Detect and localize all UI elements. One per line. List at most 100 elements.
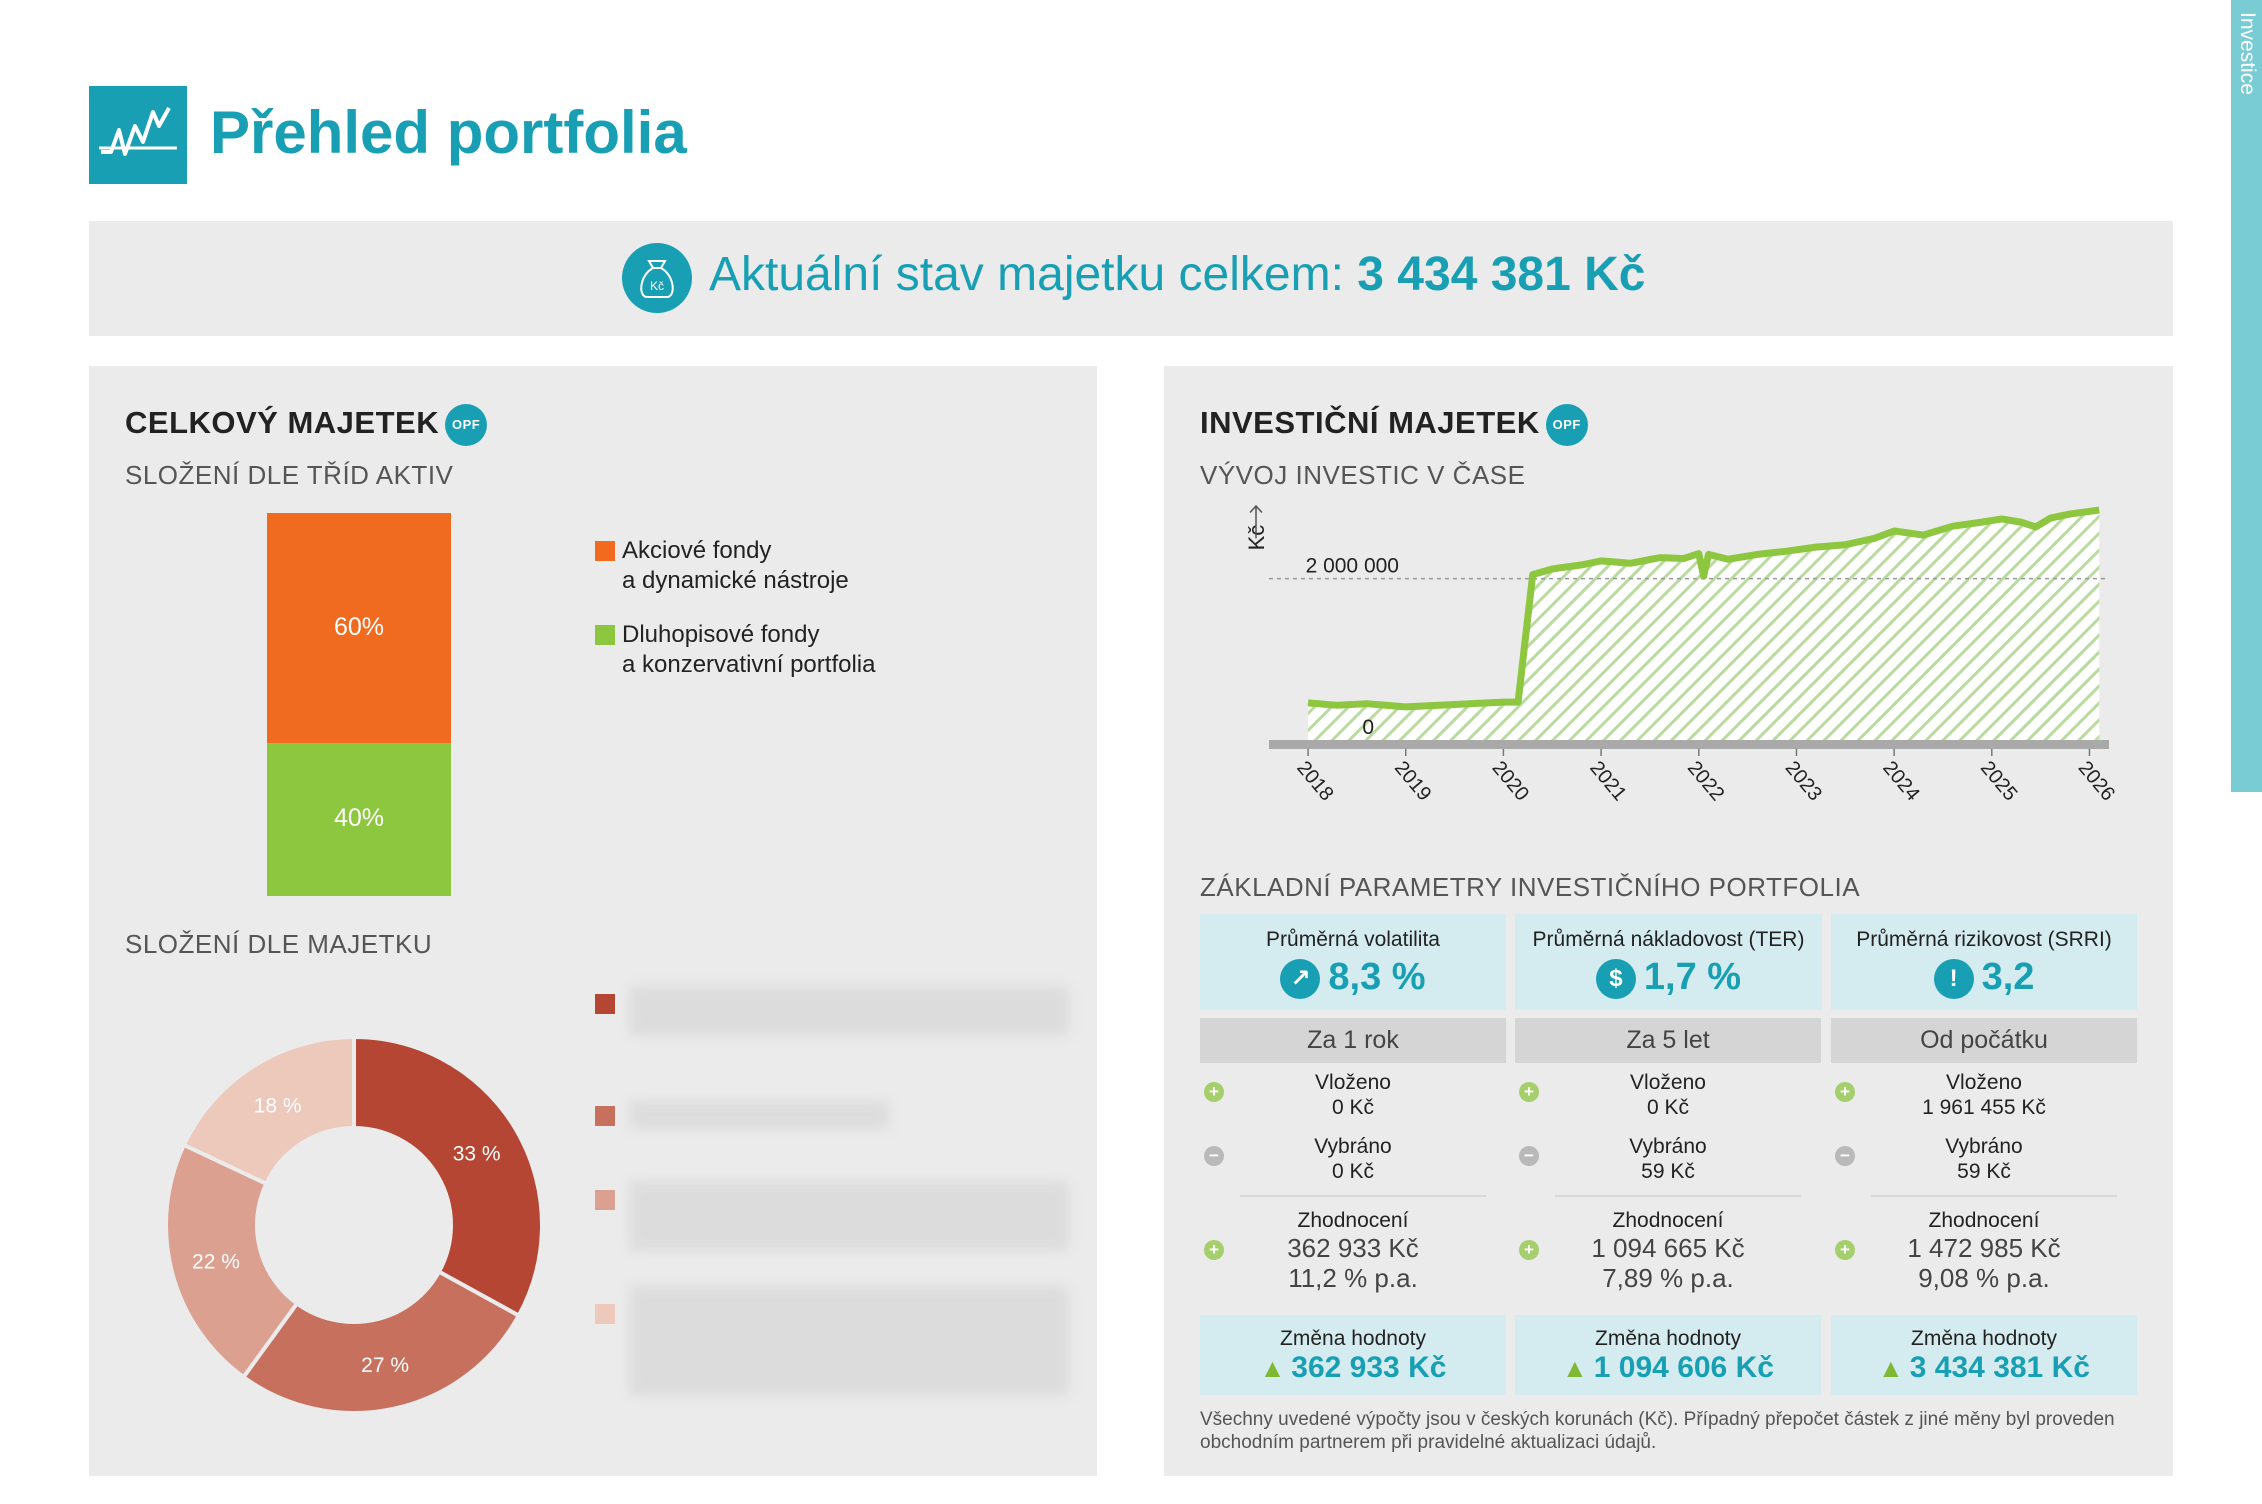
by-asset-title: SLOŽENÍ DLE MAJETKU [125, 929, 433, 959]
side-tab[interactable]: Investice [2231, 0, 2262, 792]
appreciation-value: 1 094 665 Kč [1591, 1233, 1745, 1263]
change-label: Změna hodnoty [1595, 1327, 1741, 1350]
divider [1240, 1195, 1486, 1197]
plus-icon: + [1835, 1082, 1855, 1102]
investment-assets-panel: INVESTIČNÍ MAJETEK OPF VÝVOJ INVESTIC V Č… [1164, 366, 2173, 1476]
logo [89, 86, 187, 184]
bar-segment-equity: 60% [267, 513, 451, 743]
total-assets-title: CELKOVÝ MAJETEK OPF [125, 404, 488, 446]
change-value: ▲ 1 094 606 Kč [1562, 1351, 1774, 1384]
params-title: ZÁKLADNÍ PARAMETRY INVESTIČNÍHO PORTFOLI… [1200, 872, 1861, 902]
donut-slice-label: 33 % [453, 1142, 501, 1165]
legend-label: Akciové fondy [622, 537, 772, 564]
total-assets-title-text: CELKOVÝ MAJETEK [125, 405, 440, 441]
opf-badge[interactable]: OPF [445, 404, 488, 446]
money-bag-icon: Kč [622, 243, 692, 313]
total-label: Aktuální stav majetku celkem: [709, 248, 1344, 301]
change-value: ▲ 362 933 Kč [1259, 1351, 1447, 1384]
redacted-legend-text [629, 1101, 889, 1129]
param-srri: Průměrná rizikovost (SRRI) ! 3,2 [1831, 914, 2137, 1010]
redacted-legend-text [629, 1181, 1069, 1251]
change-value: ▲ 3 434 381 Kč [1878, 1351, 2090, 1384]
deposited-label: Vloženo [1315, 1071, 1391, 1094]
appreciation-pa: 11,2 % p.a. [1288, 1263, 1418, 1293]
total-value: 3 434 381 Kč [1357, 248, 1646, 301]
change-label: Změna hodnoty [1280, 1327, 1426, 1350]
bar-segment-label: 40% [333, 804, 385, 833]
plus-icon: + [1519, 1082, 1539, 1102]
x-tick-label: 2023 [1781, 757, 1826, 805]
withdrawn: Vybráno 0 Kč [1200, 1134, 1506, 1184]
withdrawn: Vybráno 59 Kč [1831, 1134, 2137, 1184]
withdrawn-value: 59 Kč [1641, 1160, 1695, 1183]
param-ter: Průměrná nákladovost (TER) $1,7 % [1515, 914, 1822, 1010]
legend-label: a dynamické nástroje [622, 567, 849, 594]
opf-badge[interactable]: OPF [1545, 404, 1588, 446]
value-change: Změna hodnoty ▲ 3 434 381 Kč [1831, 1315, 2137, 1395]
param-value: ↗ 8,3 % [1200, 956, 1506, 999]
change-label: Změna hodnoty [1911, 1327, 2057, 1350]
donut-slice-label: 27 % [361, 1354, 409, 1377]
appreciation-label: Zhodnocení [1612, 1209, 1724, 1232]
bar-segment-label: 60% [333, 612, 385, 641]
withdrawn-label: Vybráno [1314, 1135, 1392, 1158]
donut-slice-label: 18 % [254, 1095, 302, 1118]
page-title: Přehled portfolia [210, 99, 687, 166]
donut-slice [164, 1142, 300, 1380]
period-header[interactable]: Za 1 rok [1200, 1018, 1506, 1063]
investment-assets-title-text: INVESTIČNÍ MAJETEK [1200, 405, 1540, 441]
minus-icon: − [1519, 1146, 1539, 1166]
coins-icon: $ [1595, 958, 1636, 999]
param-value: $1,7 % [1515, 956, 1822, 999]
volatility-icon: ↗ [1280, 958, 1321, 999]
appreciation-value: 1 472 985 Kč [1907, 1233, 2061, 1263]
arrow-up-icon: ▲ [1878, 1353, 1904, 1383]
donut-legend-swatch [595, 994, 615, 1014]
legend-item-equity: Akciové fondy a dynamické nástroje [622, 536, 849, 596]
appreciation-pa: 9,08 % p.a. [1918, 1263, 2050, 1293]
plus-icon: + [1519, 1240, 1539, 1260]
arrow-up-icon: ▲ [1562, 1353, 1588, 1383]
arrow-up-icon: ▲ [1259, 1353, 1286, 1383]
total-summary: Aktuální stav majetku celkem: 3 434 381 … [709, 247, 1646, 302]
x-tick-label: 2018 [1292, 757, 1337, 805]
deposited-value: 0 Kč [1331, 1096, 1375, 1119]
growth-line [1307, 506, 2100, 711]
deposited: Vloženo 0 Kč [1515, 1070, 1821, 1120]
investment-assets-title: INVESTIČNÍ MAJETEK OPF [1200, 404, 1588, 446]
appreciation-label: Zhodnocení [1297, 1209, 1409, 1232]
appreciation-label: Zhodnocení [1928, 1209, 2040, 1232]
y-tick-label: 0 [1362, 716, 1374, 739]
legend-swatch-equity [595, 541, 615, 561]
withdrawn: Vybráno 59 Kč [1515, 1134, 1821, 1184]
divider [1555, 1195, 1801, 1197]
legend-item-bonds: Dluhopisové fondy a konzervativní portfo… [622, 620, 875, 680]
bar-segment-bonds: 40% [267, 742, 451, 896]
x-tick-label: 2022 [1683, 757, 1728, 805]
withdrawn-label: Vybráno [1945, 1135, 2023, 1158]
appreciation-pa: 7,89 % p.a. [1602, 1263, 1734, 1293]
plus-icon: + [1204, 1240, 1224, 1260]
withdrawn-label: Vybráno [1629, 1135, 1707, 1158]
period-header[interactable]: Od počátku [1831, 1018, 2137, 1063]
asset-classes-title: SLOŽENÍ DLE TŘÍD AKTIV [125, 460, 454, 490]
period-header[interactable]: Za 5 let [1515, 1018, 1821, 1063]
appreciation: Zhodnocení 1 094 665 Kč 7,89 % p.a. [1515, 1208, 1821, 1293]
deposited: Vloženo 0 Kč [1200, 1070, 1506, 1120]
withdrawn-value: 0 Kč [1331, 1160, 1375, 1183]
x-tick-label: 2020 [1488, 757, 1533, 805]
deposited-label: Vloženo [1946, 1071, 2022, 1094]
param-label: Průměrná volatilita [1266, 928, 1440, 951]
withdrawn-value: 59 Kč [1957, 1160, 2011, 1183]
appreciation: Zhodnocení 362 933 Kč 11,2 % p.a. [1200, 1208, 1506, 1293]
deposited-value: 1 961 455 Kč [1922, 1096, 2046, 1119]
appreciation: Zhodnocení 1 472 985 Kč 9,08 % p.a. [1831, 1208, 2137, 1293]
minus-icon: − [1835, 1146, 1855, 1166]
redacted-legend-text [629, 986, 1069, 1036]
x-tick-label: 2025 [1976, 757, 2021, 805]
param-value: ! 3,2 [1831, 956, 2137, 999]
legend-swatch-bonds [595, 625, 615, 645]
side-tab-label: Investice [2236, 12, 2259, 95]
donut-legend-swatch [595, 1190, 615, 1210]
donut-legend-swatch [595, 1106, 615, 1126]
